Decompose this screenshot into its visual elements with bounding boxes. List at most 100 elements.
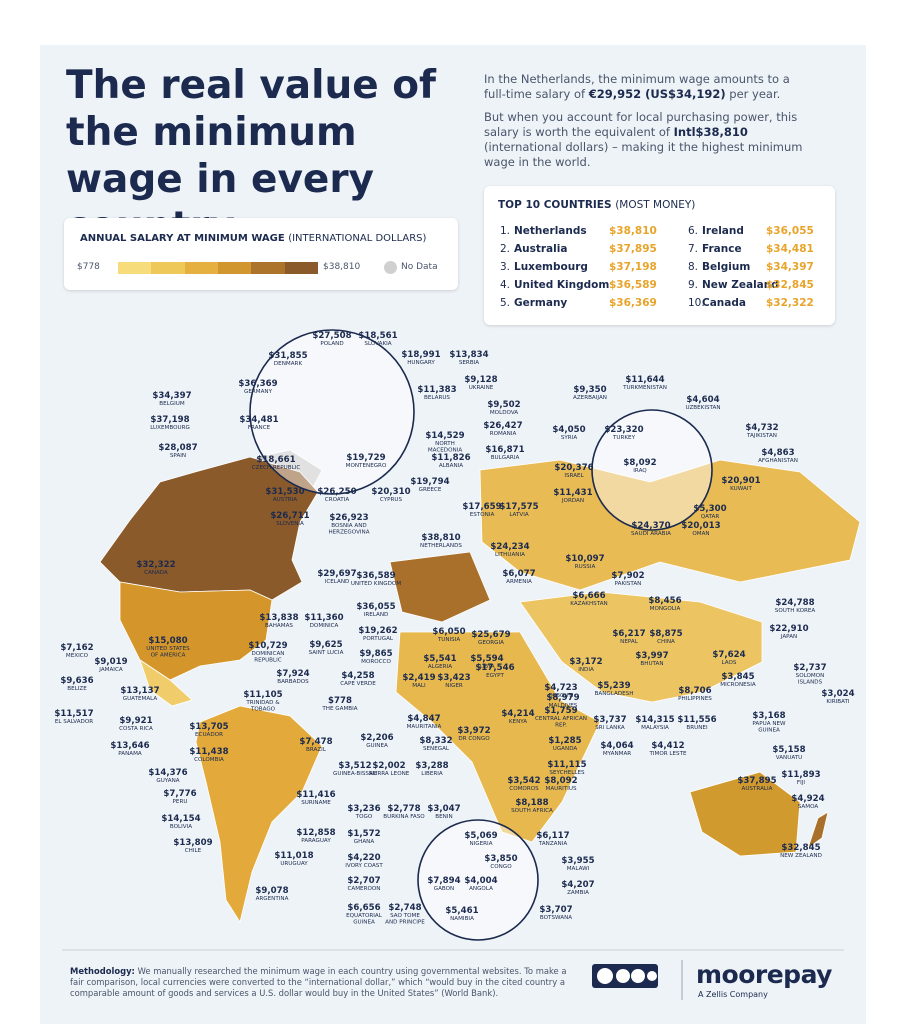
- country-amount: $17,546: [475, 663, 514, 673]
- country-name: MONTENEGRO: [346, 463, 387, 469]
- country-name: JORDAN: [561, 498, 584, 504]
- intro-bold: €29,952 (US$34,192): [588, 87, 726, 101]
- country-amount: $4,723: [544, 683, 577, 693]
- country-amount: $3,737: [593, 715, 626, 725]
- country-name: SLOVENIA: [276, 521, 304, 527]
- country-amount: $8,706: [678, 686, 711, 696]
- country-name: MALI: [412, 683, 426, 689]
- country-amount: $5,158: [772, 745, 805, 755]
- infographic: $27,508 POLAND $18,561 SLOVAKIA $31,855 DENMA…: [40, 45, 866, 1024]
- country-amount: $3,047: [427, 804, 460, 814]
- country-amount: $29,697: [317, 569, 356, 579]
- country-amount: $11,644: [625, 375, 664, 385]
- top10-rank: 1.: [500, 225, 511, 237]
- country-amount: $7,478: [299, 737, 332, 747]
- country-amount: $24,234: [490, 542, 529, 552]
- country-amount: $37,895: [737, 776, 776, 786]
- country-name: DOMINICAN REPUBLIC: [252, 651, 285, 664]
- country-amount: $36,589: [356, 571, 395, 581]
- intro-text: per year.: [725, 87, 781, 101]
- country-amount: $2,707: [347, 876, 380, 886]
- country-amount: $3,955: [561, 856, 594, 866]
- europe: [389, 551, 491, 623]
- country-name: BELIZE: [67, 686, 87, 692]
- country-name: CANADA: [144, 570, 168, 576]
- africa: [395, 631, 601, 843]
- country-name: SAO TOME AND PRINCIPE: [385, 913, 425, 926]
- country-amount: $9,128: [464, 375, 497, 385]
- country-amount: $13,809: [173, 838, 212, 848]
- country-amount: $4,412: [651, 741, 684, 751]
- country-amount: $8,332: [419, 736, 452, 746]
- country-name: KAZAKHSTAN: [570, 601, 607, 607]
- country-amount: $4,004: [464, 876, 497, 886]
- country-amount: $6,077: [502, 569, 535, 579]
- country-name: BRUNEI: [686, 725, 708, 731]
- country-amount: $2,778: [387, 804, 420, 814]
- country-name: IVORY COAST: [345, 863, 383, 869]
- country-name: GUATEMALA: [123, 696, 158, 702]
- country-name: THE GAMBIA: [321, 706, 357, 712]
- country-name: AFGHANISTAN: [758, 458, 798, 464]
- top10-amount: $37,198: [609, 261, 657, 273]
- country-name: MEXICO: [66, 653, 89, 659]
- intro-paragraph: In the Netherlands, the minimum wage amo…: [484, 72, 814, 102]
- country-name: RUSSIA: [575, 564, 596, 570]
- legend-gradient: [118, 262, 318, 274]
- asia: [519, 591, 763, 703]
- country-amount: $5,541: [423, 654, 456, 664]
- country-name: GHANA: [354, 839, 375, 845]
- country-name: GUYANA: [156, 778, 179, 784]
- top10-rank: 5.: [500, 297, 511, 309]
- country-amount: $12,858: [296, 828, 335, 838]
- country-name: SOLOMON ISLANDS: [796, 673, 825, 686]
- country-name: OMAN: [692, 531, 709, 537]
- country-amount: $26,923: [329, 513, 368, 523]
- country-name: SAUDI ARABIA: [631, 531, 671, 537]
- country-amount: $11,105: [243, 690, 282, 700]
- country-name: VANUATU: [776, 755, 802, 761]
- country-name: TANZANIA: [538, 841, 567, 847]
- country-amount: $14,529: [425, 431, 464, 441]
- country-name: MAURITIUS: [546, 786, 577, 792]
- country-amount: $26,250: [317, 487, 356, 497]
- cc-badge: [592, 964, 658, 988]
- country-amount: $3,288: [415, 761, 448, 771]
- country-name: MALDIVES: [549, 703, 578, 709]
- country-name: DOMINICA: [310, 623, 339, 629]
- country-name: SYRIA: [561, 435, 578, 441]
- country-amount: $11,416: [296, 790, 335, 800]
- south-america: [195, 705, 323, 924]
- country-name: GERMANY: [244, 389, 273, 395]
- country-amount: $3,972: [457, 726, 490, 736]
- country-name: GREECE: [419, 487, 442, 493]
- country-name: DJIBOUTI: [549, 693, 574, 699]
- country-amount: $3,168: [752, 711, 785, 721]
- intro-paragraph: But when you account for local purchasin…: [484, 110, 814, 170]
- country-name: CHINA: [657, 639, 675, 645]
